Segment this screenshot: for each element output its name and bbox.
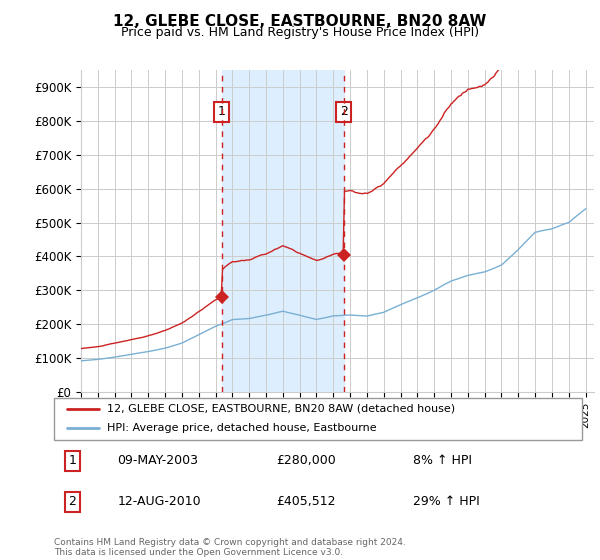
Text: £405,512: £405,512 — [276, 495, 335, 508]
Text: HPI: Average price, detached house, Eastbourne: HPI: Average price, detached house, East… — [107, 423, 376, 433]
Text: 29% ↑ HPI: 29% ↑ HPI — [413, 495, 480, 508]
Text: 1: 1 — [68, 454, 76, 468]
Text: 2: 2 — [68, 495, 76, 508]
Text: 09-MAY-2003: 09-MAY-2003 — [118, 454, 199, 468]
Text: 12, GLEBE CLOSE, EASTBOURNE, BN20 8AW: 12, GLEBE CLOSE, EASTBOURNE, BN20 8AW — [113, 14, 487, 29]
Bar — [221, 70, 344, 392]
Text: 12, GLEBE CLOSE, EASTBOURNE, BN20 8AW (detached house): 12, GLEBE CLOSE, EASTBOURNE, BN20 8AW (d… — [107, 404, 455, 414]
Text: 1: 1 — [218, 105, 226, 118]
Text: Contains HM Land Registry data © Crown copyright and database right 2024.
This d: Contains HM Land Registry data © Crown c… — [54, 538, 406, 557]
Text: 8% ↑ HPI: 8% ↑ HPI — [413, 454, 472, 468]
FancyBboxPatch shape — [54, 398, 582, 440]
Text: 2: 2 — [340, 105, 347, 118]
Text: £280,000: £280,000 — [276, 454, 335, 468]
Text: 12-AUG-2010: 12-AUG-2010 — [118, 495, 201, 508]
Text: Price paid vs. HM Land Registry's House Price Index (HPI): Price paid vs. HM Land Registry's House … — [121, 26, 479, 39]
